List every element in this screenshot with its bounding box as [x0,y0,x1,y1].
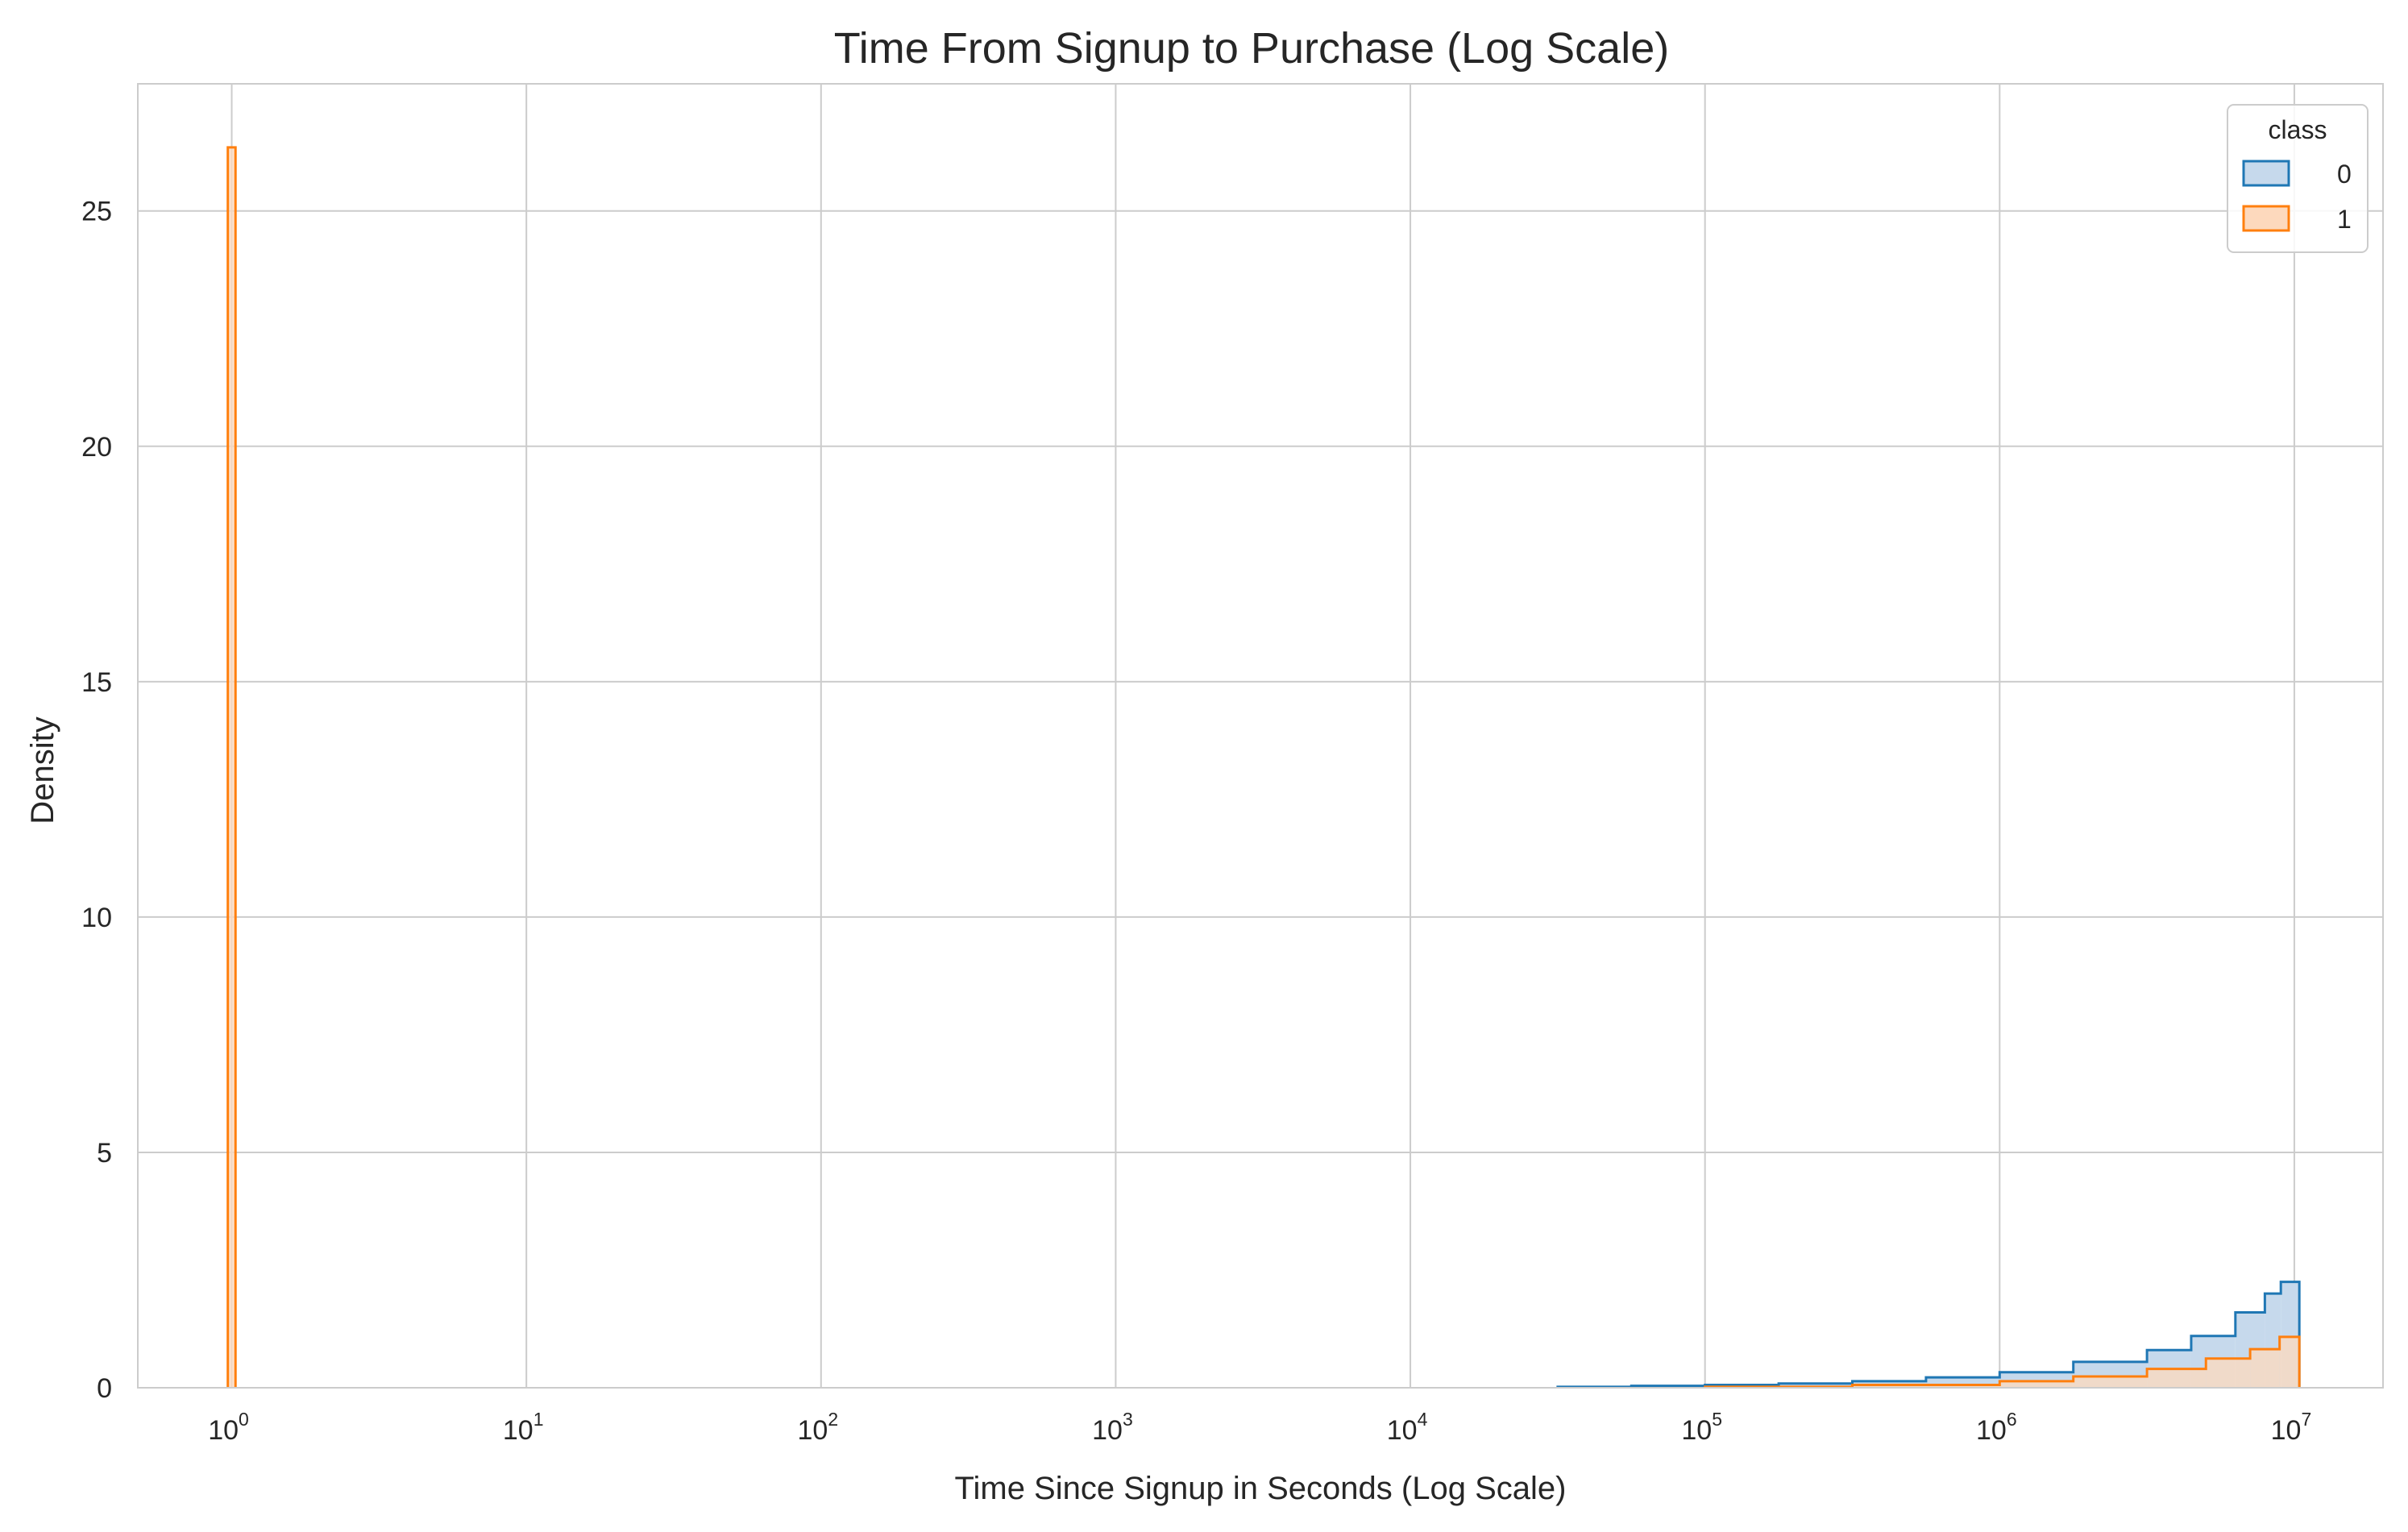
histogram-series [226,146,2301,1389]
chart-title: Time From Signup to Purchase (Log Scale) [834,24,1669,73]
legend-label: 1 [2337,205,2352,234]
x-axis-ticks: 100 101 102 103 104 105 106 107 [208,1409,2311,1446]
histogram-bar [2073,1376,2148,1388]
x-tick-base: 10 [1387,1415,1418,1446]
x-tick-exponent: 1 [533,1409,544,1430]
histogram-bar [1999,1380,2074,1388]
x-tick-label: 101 [503,1409,544,1446]
x-tick-base: 10 [1681,1415,1712,1446]
x-tick-label: 104 [1387,1409,1428,1446]
x-tick-label: 100 [208,1409,249,1446]
y-tick-label: 5 [97,1138,112,1169]
x-tick-label: 102 [797,1409,838,1446]
x-tick-base: 10 [2271,1415,2302,1446]
y-tick-label: 15 [81,667,112,698]
series-1 [226,146,2301,1389]
y-axis-label: Density [25,716,60,824]
y-tick-label: 10 [81,903,112,933]
x-axis-label: Time Since Signup in Seconds (Log Scale) [955,1471,1567,1506]
legend: class 01 [2227,104,2369,253]
histogram-bar [2279,1336,2300,1388]
legend-swatch [2242,160,2290,187]
x-tick-base: 10 [208,1415,239,1446]
x-tick-base: 10 [1976,1415,2007,1446]
x-tick-base: 10 [1092,1415,1123,1446]
x-tick-label: 107 [2271,1409,2312,1446]
x-tick-base: 10 [503,1415,533,1446]
x-tick-exponent: 2 [828,1409,838,1430]
histogram-bar [1852,1385,2000,1388]
x-tick-exponent: 0 [239,1409,249,1430]
x-tick-exponent: 5 [1712,1409,1722,1430]
y-tick-label: 20 [81,432,112,463]
x-tick-exponent: 7 [2301,1409,2311,1430]
histogram-bar [227,147,236,1388]
x-tick-exponent: 3 [1123,1409,1133,1430]
histogram-bar [2206,1358,2251,1388]
histogram-bar [2147,1368,2207,1388]
legend-swatch [2242,205,2290,232]
series-outline [226,146,2301,1389]
x-tick-exponent: 6 [2007,1409,2017,1430]
legend-items: 01 [2242,160,2352,234]
legend-label: 0 [2337,160,2352,189]
x-tick-label: 105 [1681,1409,1722,1446]
y-tick-label: 0 [97,1373,112,1404]
x-tick-exponent: 4 [1418,1409,1428,1430]
x-tick-label: 103 [1092,1409,1133,1446]
y-axis-ticks: 0 5 10 15 20 25 [81,197,112,1404]
grid-lines [138,84,2383,1389]
legend-title: class [2269,115,2327,144]
y-tick-label: 25 [81,197,112,227]
plot-frame [137,83,2384,1389]
series-outline [1556,1281,2301,1389]
x-tick-label: 106 [1976,1409,2017,1446]
x-tick-base: 10 [797,1415,828,1446]
histogram-bar [2250,1349,2280,1388]
